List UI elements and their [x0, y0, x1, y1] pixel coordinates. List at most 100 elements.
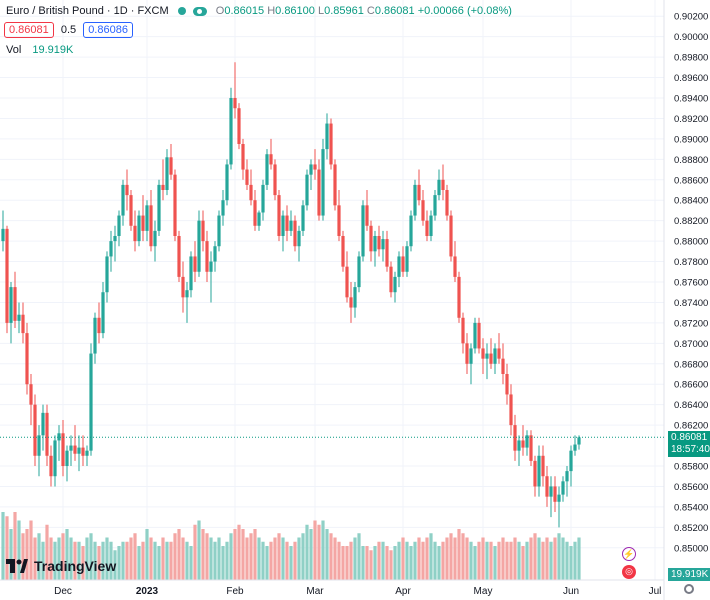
- candle-body: [405, 246, 409, 272]
- volume-bar: [185, 541, 189, 580]
- candle-body: [345, 266, 349, 298]
- gear-icon[interactable]: [684, 584, 694, 594]
- buy-button[interactable]: 0.86086: [83, 22, 133, 38]
- candle-body: [337, 205, 341, 236]
- candle-body: [573, 444, 577, 451]
- candle-body: [105, 256, 109, 293]
- candle-body: [149, 205, 153, 247]
- volume-bar: [545, 537, 549, 580]
- volume-bar: [109, 541, 113, 580]
- volume-bar: [221, 546, 225, 580]
- volume-bar: [373, 546, 377, 580]
- volume-bar: [305, 524, 309, 580]
- volume-bar: [245, 537, 249, 580]
- volume-bar: [369, 550, 373, 580]
- candle-body: [385, 239, 389, 267]
- price-tick-label: 0.87800: [674, 257, 708, 268]
- candle-body: [373, 236, 377, 252]
- volume-bar: [181, 537, 185, 580]
- candle-body: [121, 184, 125, 216]
- candle-body: [297, 230, 301, 247]
- candle-body: [481, 348, 485, 359]
- candle-body: [241, 144, 245, 170]
- volume-bar: [97, 546, 101, 580]
- volume-bar: [325, 529, 329, 580]
- volume-bar: [285, 541, 289, 580]
- candle-body: [65, 450, 69, 466]
- volume-bar: [481, 537, 485, 580]
- volume-bar: [1, 512, 5, 580]
- candle-body: [285, 215, 289, 231]
- tradingview-logo-icon: [6, 559, 28, 573]
- volume-bar: [165, 541, 169, 580]
- symbol-title[interactable]: Euro / British Pound · 1D · FXCM: [6, 5, 169, 17]
- time-axis: Dec 2023 Feb Mar Apr May Jun Jul: [0, 579, 664, 597]
- volume-bar: [477, 541, 481, 580]
- candle-body: [125, 184, 129, 196]
- volume-bar: [493, 546, 497, 580]
- volume-bar: [141, 541, 145, 580]
- candle-body: [569, 450, 573, 472]
- volume-bar: [401, 537, 405, 580]
- volume-bar: [365, 546, 369, 580]
- candle-body: [117, 215, 121, 236]
- volume-bar: [553, 537, 557, 580]
- volume-bar: [233, 529, 237, 580]
- logo-text: TradingView: [34, 558, 117, 574]
- price-tick-label: 0.89400: [674, 94, 708, 105]
- volume-label[interactable]: Vol: [6, 44, 22, 56]
- candle-body: [209, 261, 213, 272]
- candle-body: [89, 353, 93, 451]
- candle-body: [233, 98, 237, 109]
- volume-bar: [65, 529, 69, 580]
- candle-body: [57, 433, 61, 441]
- candle-body: [521, 440, 525, 448]
- price-tick-label: 0.88800: [674, 155, 708, 166]
- candle-body: [25, 333, 29, 385]
- globe-icon[interactable]: ◎: [622, 565, 636, 579]
- candle-body: [469, 348, 473, 364]
- candle-body: [41, 412, 45, 436]
- candle-body: [201, 220, 205, 242]
- candle-body: [253, 200, 257, 226]
- visibility-toggle-icon[interactable]: [192, 6, 207, 16]
- volume-bar: [461, 533, 465, 580]
- volume-bar: [217, 537, 221, 580]
- candle-body: [73, 445, 77, 454]
- volume-bar: [469, 541, 473, 580]
- candle-body: [237, 108, 241, 144]
- time-tick-label: Mar: [306, 586, 324, 597]
- candle-body: [269, 154, 273, 165]
- candle-body: [301, 205, 305, 231]
- candle-body: [261, 184, 265, 213]
- lightning-icon[interactable]: ⚡: [622, 547, 636, 561]
- volume-bar: [113, 550, 117, 580]
- volume-bar: [569, 546, 573, 580]
- candle-body: [97, 317, 101, 334]
- time-tick-label: May: [474, 586, 493, 597]
- sell-button[interactable]: 0.86081: [4, 22, 54, 38]
- ohlc-open-value: 0.86015: [224, 5, 265, 17]
- volume-bar: [577, 537, 581, 580]
- candle-body: [145, 205, 149, 231]
- candle-body: [137, 215, 141, 242]
- ohlc-low-label: L: [317, 5, 325, 17]
- ohlc-low-value: 0.85961: [324, 5, 364, 17]
- candle-body: [273, 164, 277, 196]
- volume-bar: [45, 524, 49, 580]
- candle-body: [85, 450, 89, 456]
- volume-legend: Vol 19.919K: [6, 44, 73, 56]
- price-tick-label: 0.90000: [674, 32, 708, 43]
- volume-bar: [533, 533, 537, 580]
- candle-body: [49, 455, 53, 477]
- volume-bar: [193, 524, 197, 580]
- candle-body: [229, 98, 233, 165]
- candle-body: [529, 435, 533, 461]
- volume-bar: [301, 533, 305, 580]
- price-tick-label: 0.85400: [674, 502, 708, 513]
- ohlc-close-label: C: [366, 5, 375, 17]
- price-axis: 0.90200 0.90000 0.89800 0.89600 0.89400 0.892…: [663, 0, 708, 600]
- volume-bar: [353, 537, 357, 580]
- price-change: +0.00066 (+0.08%): [417, 5, 512, 17]
